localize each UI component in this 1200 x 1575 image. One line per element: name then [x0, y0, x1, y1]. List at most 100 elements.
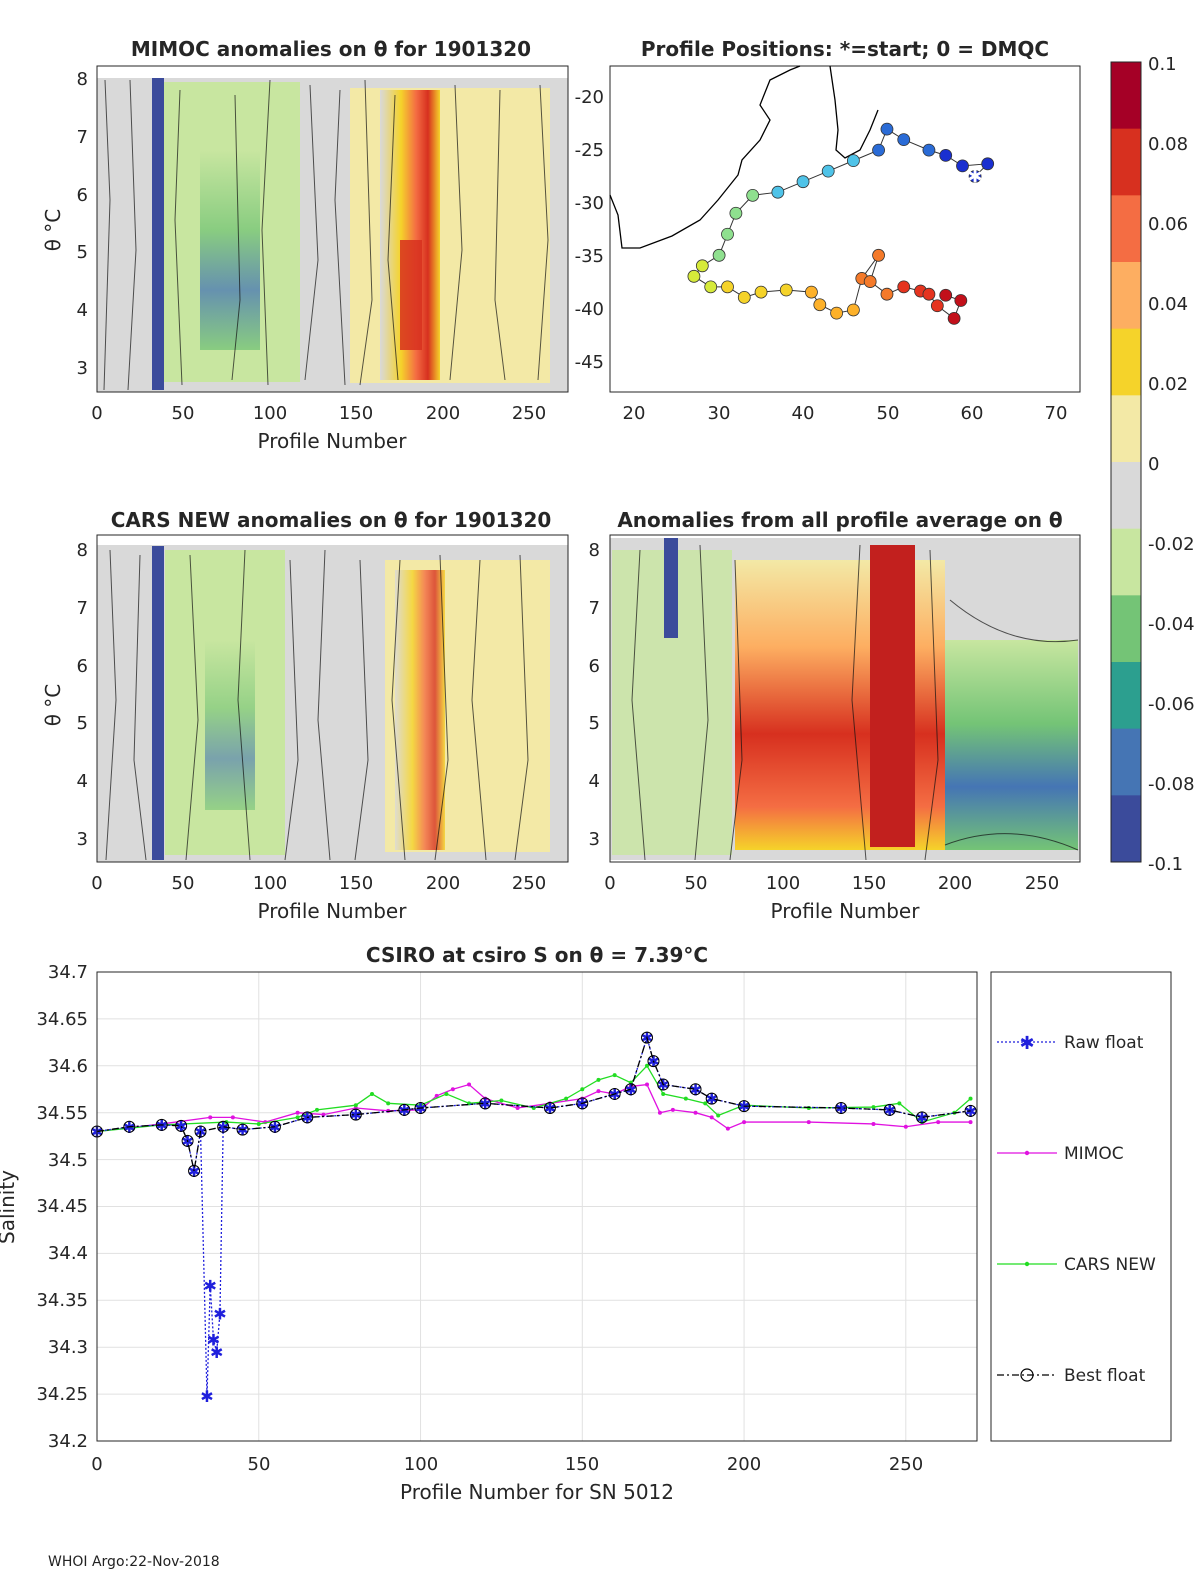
best-float-marker [689, 1083, 702, 1096]
series-point-cars-new [716, 1113, 721, 1118]
series-point-cars-new [499, 1098, 504, 1103]
series-point-mimoc [596, 1089, 601, 1094]
avg-heatmap [610, 538, 1080, 861]
mimoc-xtick: 50 [172, 403, 195, 424]
map-profile-marker [897, 280, 911, 294]
map-profile-marker [687, 269, 701, 283]
mimoc-axes [96, 65, 569, 393]
avg-xtick: 0 [604, 873, 615, 894]
cars-ylabel: θ °C [41, 684, 65, 727]
map-xtick: 20 [623, 403, 646, 424]
colorbar-tick: 0.06 [1148, 214, 1188, 235]
best-float-marker [194, 1125, 207, 1138]
map-ytick: -25 [575, 140, 604, 161]
salinity-ytick: 34.65 [36, 1009, 88, 1030]
map-axes [609, 65, 1081, 393]
cars-heatmap [97, 545, 568, 862]
colorbar-segment [1111, 595, 1141, 663]
map-profile-marker [954, 294, 968, 307]
raw-float-marker: ✱ [207, 1331, 220, 1350]
map-xtick: 40 [792, 403, 815, 424]
salinity-xtick: 250 [889, 1454, 923, 1475]
salinity-ytick: 34.45 [36, 1196, 88, 1217]
colorbar-tick: -0.08 [1148, 774, 1195, 795]
map-track: ✱ [687, 122, 995, 325]
best-float-marker [414, 1102, 427, 1115]
colorbar-segment [1111, 395, 1141, 463]
best-float-marker [543, 1102, 556, 1115]
map-profile-marker [939, 148, 953, 162]
series-point-mimoc [693, 1110, 698, 1115]
colorbar-tick: -0.1 [1148, 854, 1183, 875]
avg-ytick: 5 [589, 713, 600, 734]
series-point-cars-new [645, 1063, 649, 1068]
salinity-xtick: 0 [91, 1454, 102, 1475]
map-xtick: 50 [877, 403, 900, 424]
best-float-marker [916, 1111, 928, 1124]
mimoc-ytick: 6 [77, 185, 88, 206]
salinity-ytick: 34.2 [48, 1431, 88, 1452]
cars-hot-band [395, 570, 445, 850]
series-point-mimoc [903, 1124, 908, 1129]
map-xticks: 20 30 40 50 60 70 [623, 403, 1068, 424]
best-float-marker [738, 1100, 751, 1113]
map-profile-marker [796, 175, 810, 189]
map-coastline [609, 65, 879, 249]
mimoc-heatmap [97, 78, 568, 392]
best-float-marker [641, 1031, 653, 1044]
raw-float-marker: ✱ [689, 1080, 702, 1099]
legend-item-mimoc: MIMOC [997, 1144, 1124, 1164]
best-float-marker [398, 1103, 411, 1116]
legend-box [990, 971, 1172, 1442]
salinity-ylabel: Salinity [0, 1170, 19, 1244]
mimoc-xtick: 250 [512, 403, 546, 424]
legend-label-raw: Raw float [1064, 1033, 1144, 1053]
colorbar: 0.1 0.08 0.06 0.04 0.02 0 -0.02 -0.04 -0… [1110, 54, 1195, 875]
mimoc-ytick: 5 [77, 242, 88, 263]
map-profile-marker [721, 227, 734, 241]
salinity-xtick: 200 [727, 1454, 761, 1475]
legend-marker-raw: ✱ [1019, 1033, 1034, 1054]
avg-ytick: 7 [589, 598, 600, 619]
salinity-ytick: 34.25 [36, 1384, 88, 1405]
raw-float-marker: ✱ [543, 1099, 556, 1118]
mimoc-panel: MIMOC anomalies on θ for 1901320 0 50 10… [41, 37, 569, 453]
map-profile-marker [821, 164, 835, 178]
series-point-mimoc [418, 1107, 423, 1112]
map-profile-marker [846, 303, 860, 317]
series-point-mimoc [670, 1107, 675, 1112]
salinity-xtick: 150 [565, 1454, 599, 1475]
series-point-cars-new [315, 1107, 319, 1112]
mimoc-xtick: 0 [91, 403, 102, 424]
raw-float-marker: ✱ [200, 1387, 213, 1406]
series-point-mimoc [295, 1110, 300, 1115]
series-point-cars-new [661, 1091, 666, 1096]
colorbar-frame [1110, 61, 1142, 863]
colorbar-segment [1111, 195, 1141, 263]
avg-cool-region [945, 640, 1078, 850]
salinity-xtick: 100 [404, 1454, 438, 1475]
map-profile-marker [863, 275, 877, 288]
legend-marker-mimoc [1024, 1150, 1030, 1156]
series-point-cars-new [580, 1087, 585, 1092]
series-point-mimoc [321, 1112, 326, 1117]
legend-label-best: Best float [1064, 1366, 1146, 1386]
mimoc-xtick: 150 [339, 403, 373, 424]
series-point-mimoc [434, 1093, 439, 1098]
salinity-legend: ✱ Raw float MIMOC CARS NEW Best float [990, 971, 1172, 1442]
series-point-cars-new [256, 1121, 261, 1126]
salinity-ytick: 34.3 [48, 1337, 88, 1358]
map-profile-marker [779, 283, 793, 297]
series-point-cars-new [703, 1101, 708, 1106]
salinity-ytick: 34.7 [48, 962, 88, 983]
best-float-marker [964, 1104, 977, 1117]
map-profile-marker [830, 306, 844, 320]
mimoc-xlabel: Profile Number [258, 429, 408, 453]
cars-xtick: 0 [91, 873, 102, 894]
colorbar-segment [1111, 662, 1141, 730]
map-profile-marker [880, 122, 894, 136]
best-float-marker [188, 1164, 201, 1177]
map-profile-marker [922, 143, 936, 157]
series-point-cars-new [386, 1101, 391, 1106]
